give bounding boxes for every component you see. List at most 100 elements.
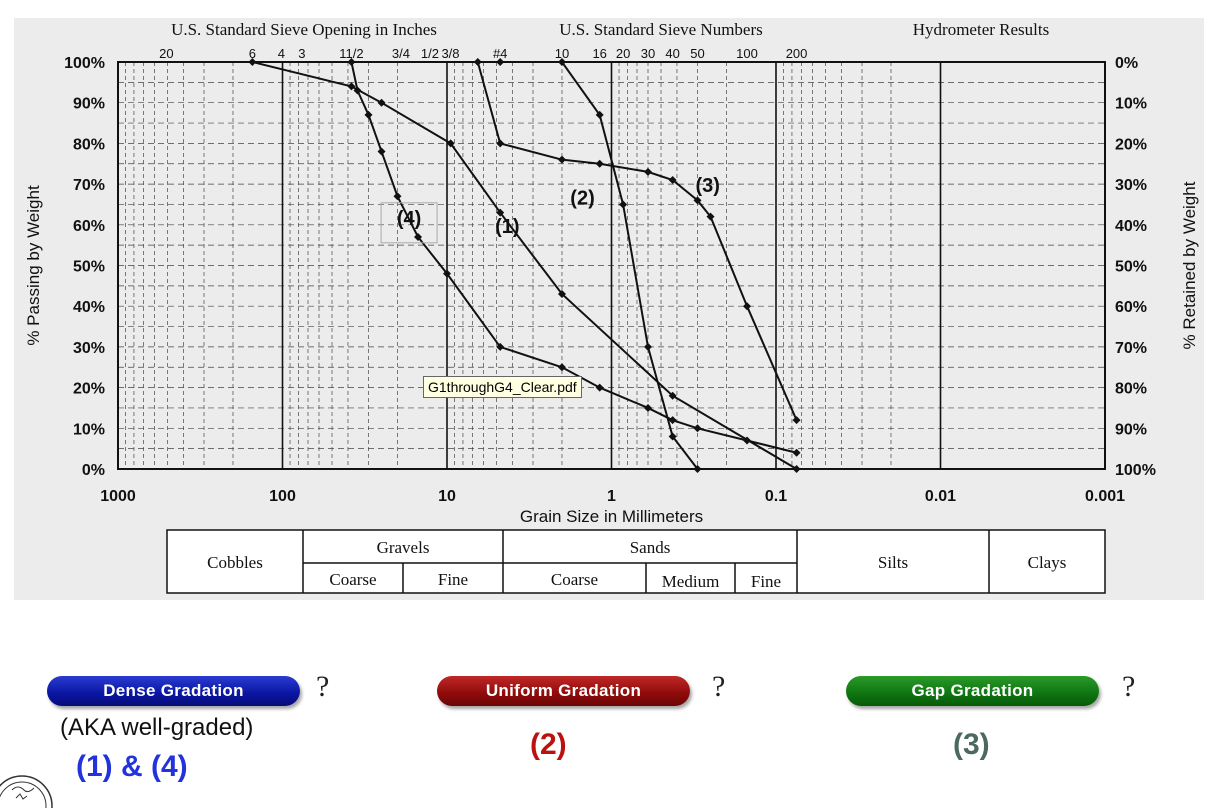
data-point [643,342,652,351]
data-point [393,192,402,201]
selection-box [380,202,438,244]
uniform-answer: (2) [530,728,567,761]
y-right-tick-label: 10% [1115,96,1147,113]
sieve-label: 20 [159,46,173,61]
sieve-label: #4 [493,46,507,61]
cobbles-label: Cobbles [207,553,263,572]
dense-gradation-button[interactable]: Dense Gradation [47,676,300,706]
y-tick-label: 60% [73,218,105,235]
y-right-tick-label: 50% [1115,259,1147,276]
data-point [557,363,566,372]
y-tick-label: 0% [82,462,105,479]
y-right-tick-label: 100% [1115,462,1156,479]
x-tick-label: 0.01 [925,488,956,505]
data-point [643,403,652,412]
sieve-label: 10 [555,46,569,61]
data-point [706,212,715,221]
gradation-chart: 0% 100%10% 90%20% 80%30% 70%40% 60%50% 50%60% 4… [24,20,1199,594]
data-point [557,289,566,298]
y-tick-label: 30% [73,340,105,357]
data-point [643,167,652,176]
gradation-curve [252,61,798,470]
y-right-tick-label: 30% [1115,177,1147,194]
series-label: (3) [696,175,720,197]
data-point [743,436,752,445]
data-point [364,110,373,119]
data-point [377,147,386,156]
top-header: U.S. Standard Sieve Opening in Inches [171,20,437,39]
sieve-label: 1/2 [421,46,439,61]
data-point [496,139,505,148]
y-axis-label: % Passing by Weight [24,185,43,346]
series-label: (2) [570,187,594,209]
data-point [693,424,702,433]
data-point [668,432,677,441]
y-right-tick-label: 90% [1115,421,1147,438]
x-tick-label: 0.1 [765,488,787,505]
sieve-label: 3 [298,46,305,61]
gravels-label: Gravels [377,538,430,557]
data-point [792,465,801,473]
data-point [473,58,482,66]
data-point [496,342,505,351]
gravels-coarse-label: Coarse [329,570,376,589]
data-point [743,302,752,311]
y-right-tick-label: 0% [1115,55,1138,72]
data-point [595,159,604,168]
data-point [557,155,566,164]
table-border [166,529,1106,594]
data-point [595,110,604,119]
y-right-tick-label: 60% [1115,299,1147,316]
data-point [414,233,423,242]
top-header: U.S. Standard Sieve Numbers [559,20,763,39]
x-tick-label: 1000 [100,488,136,505]
uniform-question-mark: ? [712,670,726,703]
y-tick-label: 10% [73,421,105,438]
sieve-label: 200 [786,46,808,61]
series-label: (4) [397,208,421,230]
sieve-label: 4 [278,46,285,61]
y-right-tick-label: 20% [1115,136,1147,153]
data-point [693,196,702,205]
sieve-label: 16 [592,46,606,61]
x-tick-label: 0.001 [1085,488,1125,505]
data-point [693,465,702,473]
sieve-label: 50 [690,46,704,61]
series-label: (1) [495,216,519,238]
sieve-label: 30 [641,46,655,61]
gravels-fine-label: Fine [438,570,468,589]
sieve-label: 3/4 [392,46,410,61]
sieve-label: 6 [249,46,256,61]
y-right-tick-label: 70% [1115,340,1147,357]
gap-gradation-button[interactable]: Gap Gradation [846,676,1099,706]
aka-well-graded-text: (AKA well-graded) [60,714,254,741]
data-point [792,416,801,425]
data-point [347,82,356,91]
sieve-label: 40 [665,46,679,61]
data-point [496,58,505,66]
data-point [557,58,566,66]
data-point [347,58,356,66]
y-tick-label: 40% [73,299,105,316]
data-point [668,391,677,400]
university-seal-logo [0,775,53,808]
x-tick-label: 1 [607,488,616,505]
data-point [668,176,677,185]
data-point [353,86,362,95]
y-tick-label: 80% [73,136,105,153]
data-point [377,98,386,107]
data-point [496,208,505,217]
sands-fine-label: Fine [751,572,781,591]
sands-coarse-label: Coarse [551,570,598,589]
top-header: Hydrometer Results [913,20,1049,39]
x-axis-label: Grain Size in Millimeters [520,507,703,526]
sieve-label: 11/2 [339,46,363,61]
gradation-curve [476,61,798,421]
uniform-gradation-button[interactable]: Uniform Gradation [437,676,690,706]
dense-answer: (1) & (4) [76,750,188,783]
file-tooltip: G1throughG4_Clear.pdf [423,376,582,398]
x-tick-label: 10 [438,488,456,505]
y-tick-label: 100% [64,55,105,72]
gap-answer: (3) [953,728,990,761]
